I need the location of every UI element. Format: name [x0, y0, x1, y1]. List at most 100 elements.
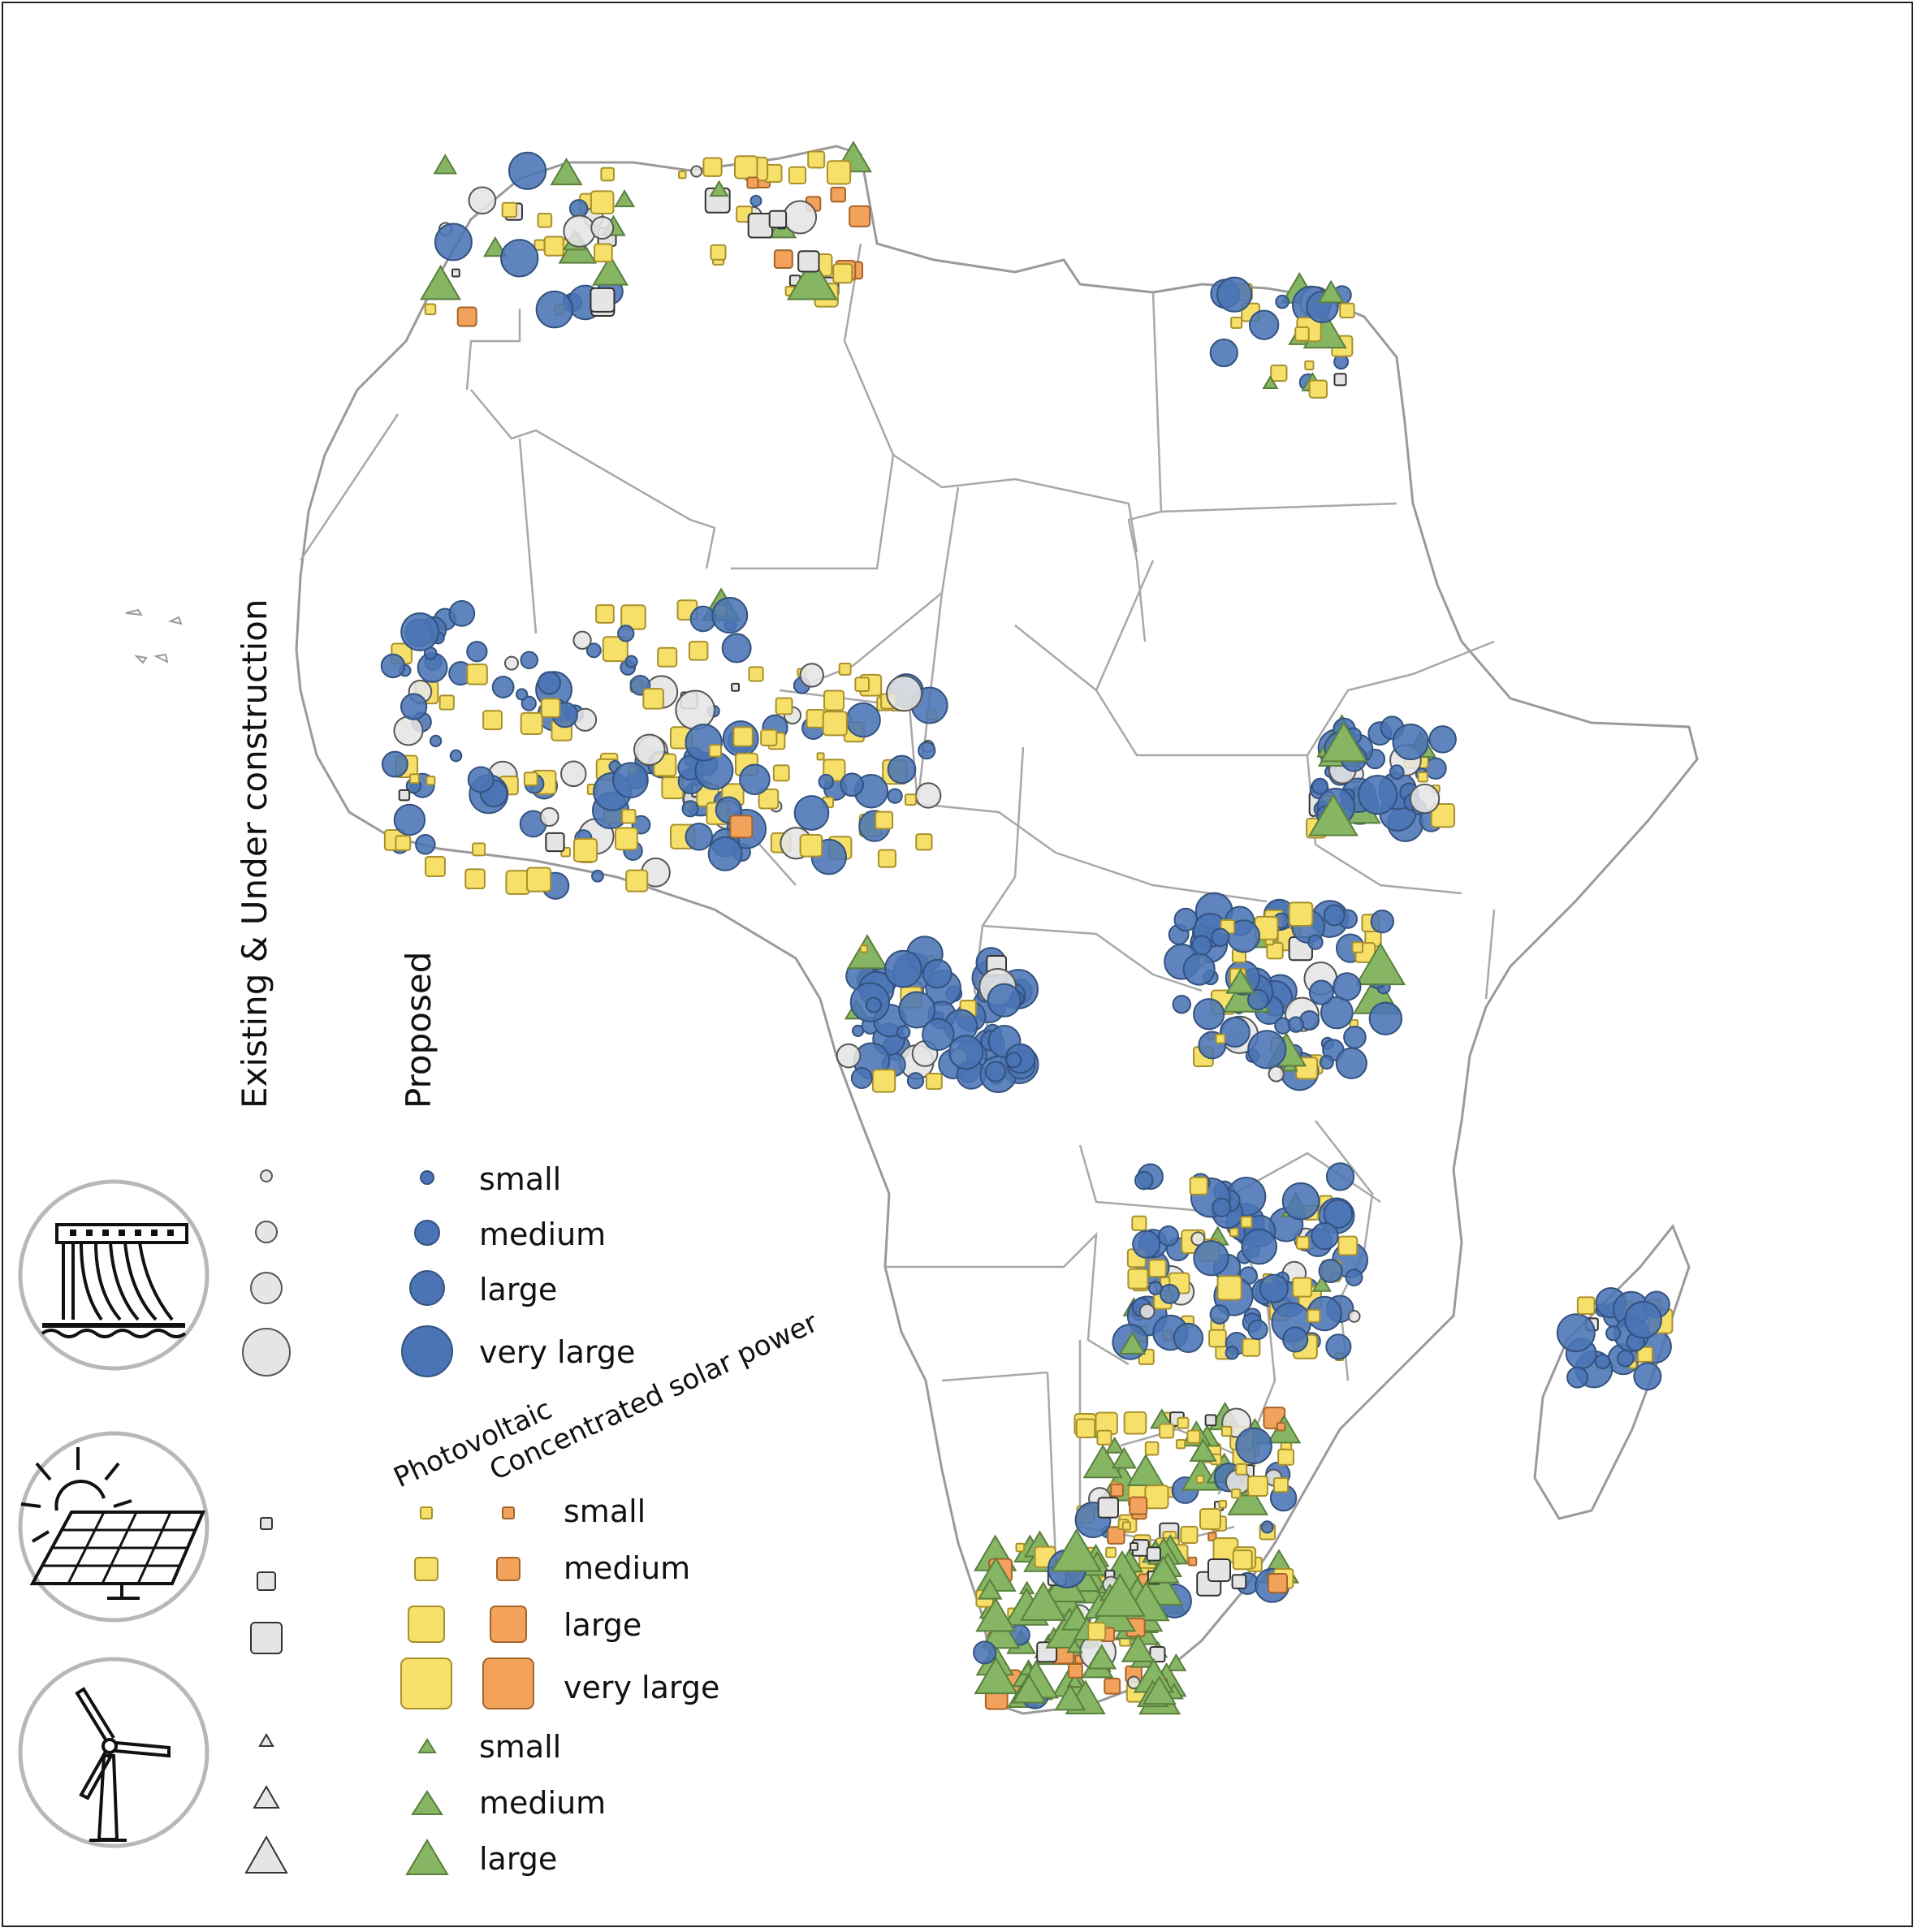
wind-proposed-marker	[1051, 1528, 1103, 1572]
hydro-existing-marker	[836, 1043, 862, 1069]
legend-solar-csp-proposed	[482, 1506, 534, 1709]
solar-csp-marker	[1267, 1572, 1289, 1594]
hydro-proposed-marker	[887, 754, 917, 784]
hydro-proposed-marker	[1259, 1273, 1289, 1303]
hydro-proposed-marker	[449, 749, 463, 763]
hydro-proposed-marker	[906, 1072, 925, 1090]
hydro-proposed-marker	[1211, 927, 1230, 947]
solar-pv-marker	[1270, 364, 1288, 383]
hydro-proposed-marker	[1323, 1199, 1354, 1230]
wind-proposed-marker	[709, 179, 729, 197]
solar-pv-marker	[1339, 302, 1355, 319]
solar-csp-marker	[729, 815, 754, 839]
solar-pv-marker	[807, 150, 826, 169]
hydro-proposed-marker	[896, 1025, 911, 1039]
solar-pv-marker	[1277, 1448, 1295, 1466]
hydro-proposed-marker	[883, 949, 922, 988]
hydro-proposed-marker	[1172, 994, 1191, 1014]
hydro-proposed-marker	[448, 600, 476, 627]
hydro-proposed-marker	[1260, 1520, 1274, 1534]
hydro-proposed-marker	[612, 762, 649, 799]
wind-proposed-marker	[1086, 1644, 1117, 1670]
solar-pv-marker	[1144, 1441, 1160, 1456]
solar-existing-marker	[1333, 373, 1347, 387]
hydro-existing-marker	[539, 806, 559, 827]
solar-pv-marker	[523, 772, 538, 787]
wind-proposed-marker	[1066, 1672, 1084, 1688]
hydro-existing-marker	[886, 675, 923, 712]
solar-pv-marker	[1216, 1275, 1242, 1301]
wind-proposed-marker	[1121, 1633, 1156, 1662]
solar-csp-marker	[1107, 1526, 1125, 1545]
legend-wind-large: large	[479, 1841, 557, 1877]
solar-pv-marker	[1175, 1438, 1186, 1450]
solar-pv-marker	[1232, 1549, 1253, 1571]
solar-pv-marker	[621, 808, 637, 824]
solar-pv-marker	[1288, 901, 1314, 927]
hydro-proposed-marker	[1209, 1304, 1230, 1325]
hydro-proposed-marker	[793, 795, 830, 831]
solar-existing-marker	[768, 210, 788, 229]
hydro-proposed-marker	[987, 983, 1022, 1018]
wind-proposed-marker	[975, 1597, 1017, 1632]
wind-proposed-marker	[1118, 1331, 1147, 1355]
solar-csp-marker	[1276, 1422, 1286, 1432]
hydro-proposed-marker	[1392, 723, 1429, 761]
hydro-existing-marker	[468, 186, 497, 215]
wind-proposed-marker	[1111, 1446, 1138, 1469]
wind-proposed-marker	[433, 153, 458, 175]
hydro-proposed-marker	[1219, 1016, 1251, 1048]
solar-pv-marker	[395, 835, 412, 851]
hydro-existing-marker	[633, 733, 666, 767]
hydro-proposed-marker	[1307, 934, 1324, 950]
solar-pv-marker	[1127, 1268, 1149, 1290]
solar-pv-marker	[822, 711, 848, 737]
solar-pv-marker	[526, 867, 552, 893]
hydro-proposed-marker	[1193, 1240, 1229, 1277]
hydro-proposed-marker	[1325, 1162, 1355, 1191]
solar-pv-marker	[426, 776, 436, 786]
solar-pv-marker	[537, 213, 553, 228]
hydro-proposed-marker	[1182, 953, 1216, 986]
solar-pv-marker	[732, 726, 754, 747]
solar-pv-marker	[1218, 1499, 1228, 1509]
solar-csp-marker	[830, 186, 846, 203]
hydro-proposed-marker	[711, 597, 749, 634]
solar-pv-marker	[1229, 1227, 1239, 1238]
solar-existing-marker	[1207, 1558, 1231, 1582]
solar-pv-marker	[708, 744, 722, 758]
hydro-proposed-marker	[721, 633, 752, 663]
wind-proposed-marker	[1189, 1437, 1217, 1462]
hydro-proposed-marker	[1275, 294, 1289, 309]
hydro-proposed-marker	[984, 1061, 1007, 1083]
solar-pv-marker	[1177, 1416, 1190, 1429]
hydro-proposed-marker	[1216, 276, 1253, 313]
hydro-proposed-marker	[381, 750, 408, 778]
solar-pv-marker	[466, 663, 488, 685]
solar-pv-marker	[1636, 1346, 1653, 1363]
hydro-proposed-marker	[466, 641, 488, 663]
hydro-proposed-marker	[1333, 972, 1362, 1001]
hydro-proposed-marker	[749, 194, 762, 207]
hydro-proposed-marker	[585, 642, 602, 659]
solar-pv-marker	[915, 833, 933, 851]
hydro-proposed-marker	[380, 653, 406, 679]
wind-proposed-marker	[1262, 375, 1279, 390]
solar-csp-marker	[1187, 1556, 1198, 1567]
solar-pv-marker	[408, 773, 420, 784]
solar-csp-marker	[1104, 1677, 1121, 1695]
legend-header-proposed: Proposed	[399, 952, 438, 1109]
hydro-proposed-marker	[415, 834, 436, 855]
solar-pv-marker	[625, 869, 649, 893]
solar-pv-marker	[871, 1069, 896, 1093]
hydro-proposed-marker	[521, 695, 537, 711]
hydro-proposed-marker	[1134, 1170, 1154, 1191]
solar-existing-marker	[545, 832, 565, 853]
solar-pv-marker	[688, 641, 709, 661]
solar-existing-marker	[731, 682, 740, 692]
hydro-proposed-marker	[1249, 309, 1280, 340]
hydro-proposed-marker	[818, 773, 835, 790]
solar-pv-marker	[1096, 1429, 1112, 1446]
